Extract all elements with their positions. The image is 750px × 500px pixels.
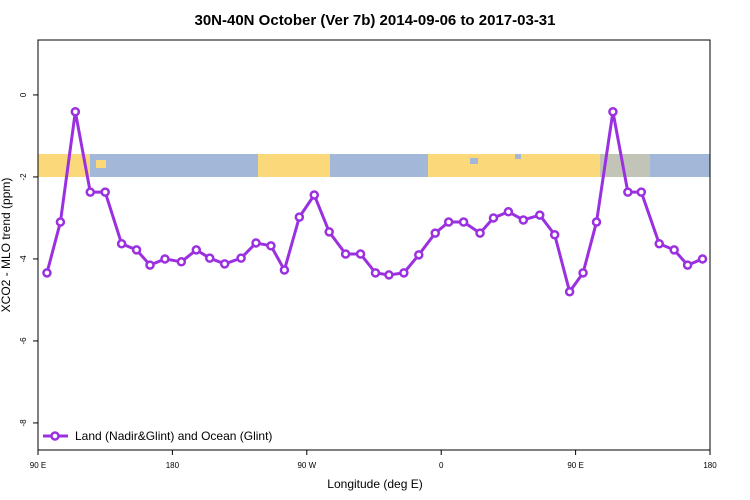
point: [591, 217, 602, 227]
point: [697, 254, 708, 264]
point: [70, 107, 81, 117]
x-tick-label: 180: [703, 461, 717, 470]
point: [236, 253, 246, 263]
point: [518, 215, 529, 225]
point: [116, 239, 127, 249]
point: [294, 212, 305, 222]
y-tick-label: -6: [19, 337, 28, 345]
point: [608, 107, 618, 117]
y-tick-label: -8: [19, 419, 28, 427]
y-tick-label: 0: [19, 92, 28, 97]
point: [204, 253, 215, 263]
point: [623, 187, 633, 197]
point: [131, 245, 142, 255]
x-tick-label: 90 E: [567, 461, 583, 470]
x-tick-label: 90 W: [297, 461, 316, 470]
point: [85, 187, 96, 197]
y-tick-label: -4: [19, 255, 28, 263]
point: [654, 239, 664, 249]
point: [160, 254, 170, 264]
x-axis-label: Longitude (deg E): [327, 477, 422, 491]
point: [682, 260, 693, 270]
point: [578, 268, 588, 278]
point: [564, 286, 575, 297]
map-strip: [38, 154, 710, 177]
point: [503, 207, 514, 217]
point: [370, 268, 381, 278]
plot-frame: [37, 39, 711, 451]
point: [279, 265, 290, 275]
point: [414, 250, 424, 260]
point: [251, 238, 261, 248]
point: [309, 190, 320, 200]
point: [145, 260, 155, 270]
point: [42, 268, 52, 278]
point: [191, 245, 202, 255]
point: [176, 257, 187, 267]
point: [399, 268, 409, 278]
legend-marker: [50, 431, 60, 441]
point: [384, 270, 394, 280]
point: [100, 187, 110, 197]
point: [266, 241, 276, 251]
x-tick-label: 180: [166, 461, 180, 470]
point: [340, 249, 351, 259]
y-tick-label: -2: [19, 173, 28, 181]
point: [549, 230, 560, 240]
point: [355, 249, 366, 259]
point: [669, 245, 679, 255]
point: [219, 259, 230, 269]
point: [475, 228, 485, 238]
point: [535, 210, 545, 220]
x-tick-label: 90 E: [30, 461, 46, 470]
point: [458, 217, 469, 227]
chart-title: 30N-40N October (Ver 7b) 2014-09-06 to 2…: [194, 12, 555, 29]
legend-label: Land (Nadir&Glint) and Ocean (Glint): [75, 429, 272, 443]
x-tick-label: 0: [439, 461, 444, 470]
point: [430, 228, 440, 238]
point: [636, 187, 647, 197]
y-axis-label: XCO2 - MLO trend (ppm): [0, 178, 13, 313]
point: [324, 227, 334, 237]
point: [488, 213, 499, 223]
point: [55, 217, 66, 227]
point: [443, 217, 454, 227]
